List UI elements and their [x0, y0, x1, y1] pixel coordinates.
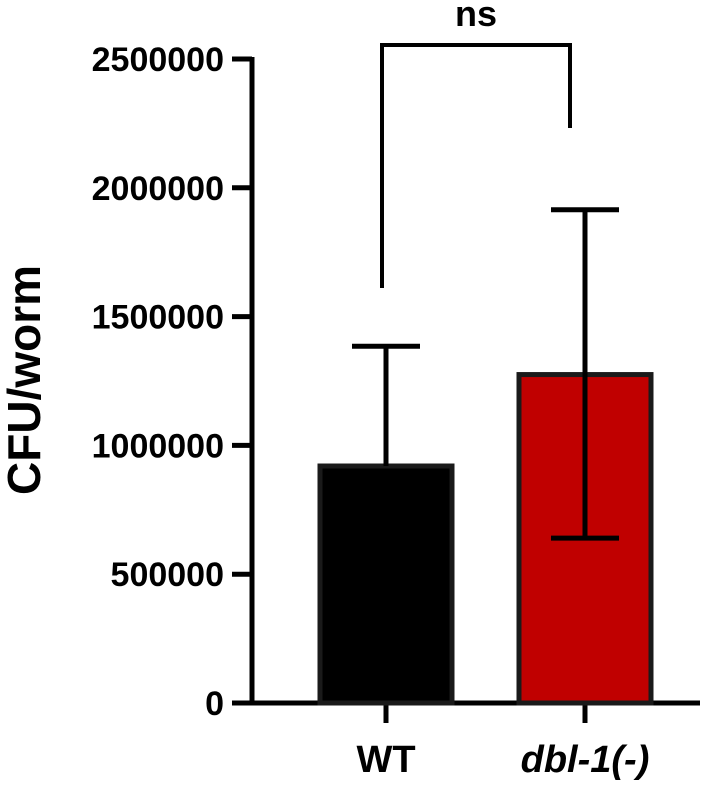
- y-tick-label: 2000000: [92, 170, 224, 208]
- x-axis: WT dbl-1(-): [250, 700, 700, 781]
- y-tick-label: 1500000: [92, 299, 224, 337]
- significance-bracket-line: [380, 43, 572, 288]
- bar-wt: [317, 463, 455, 706]
- y-tick-label: 0: [205, 685, 224, 723]
- y-axis: 0 500000 1000000 1500000 2000000 2500000: [92, 41, 255, 723]
- y-tick-label: 2500000: [92, 41, 224, 79]
- significance-bracket: ns: [380, 0, 572, 288]
- error-bars: [352, 207, 619, 541]
- significance-label: ns: [455, 0, 497, 34]
- x-tick-label: WT: [356, 739, 415, 781]
- y-tick-label: 500000: [111, 556, 224, 594]
- y-axis-title: CFU/worm: [0, 265, 50, 495]
- x-tick-label: dbl-1(-): [521, 739, 650, 781]
- y-tick-label: 1000000: [92, 427, 224, 465]
